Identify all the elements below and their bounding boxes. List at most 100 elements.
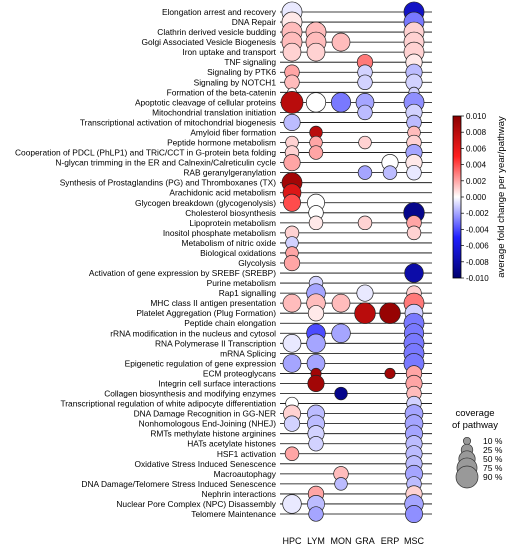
bubble-lym bbox=[305, 92, 327, 113]
row-label: Telomere Maintenance bbox=[191, 509, 276, 519]
row-label: Activation of gene expression by SREBF (… bbox=[89, 268, 276, 278]
colorbar-tick-label: 0.008 bbox=[466, 128, 487, 137]
column-label-lym: LYM bbox=[307, 536, 325, 546]
column-label-msc: MSC bbox=[404, 536, 425, 546]
column-label-erp: ERP bbox=[381, 536, 400, 546]
bubble-hpc bbox=[284, 74, 300, 90]
row-label: Peptide chain elongation bbox=[184, 318, 276, 328]
size-legend-label: 90 % bbox=[483, 472, 503, 482]
size-legend-title-line-2: of pathway bbox=[452, 420, 498, 431]
row-label: DNA Repair bbox=[232, 17, 276, 27]
row-label: RAB geranylgeranylation bbox=[183, 168, 276, 178]
row-label: Integrin cell surface interactions bbox=[158, 378, 276, 388]
colorbar-tick-label: -0.010 bbox=[466, 274, 489, 283]
row-label: MHC class II antigen presentation bbox=[150, 298, 276, 308]
bubble-msc bbox=[404, 263, 424, 283]
bubble-hpc bbox=[282, 293, 302, 313]
bubble-lym bbox=[308, 215, 324, 231]
row-label: Amyloid fiber formation bbox=[190, 127, 276, 137]
row-label: Biological oxidations bbox=[200, 248, 276, 258]
row-label: Purine metabolism bbox=[207, 278, 276, 288]
row-label: Clathrin derived vesicle budding bbox=[157, 27, 276, 37]
row-label: Cholesterol biosynthesis bbox=[185, 208, 276, 218]
bubble-hpc bbox=[282, 333, 302, 353]
bubble-gra bbox=[357, 74, 373, 90]
row-label: Iron uptake and transport bbox=[182, 47, 276, 57]
row-label: TNF signaling bbox=[224, 57, 276, 67]
bubble-gra bbox=[356, 284, 374, 302]
row-label: DNA Damage/Telomere Stress Induced Senes… bbox=[81, 479, 276, 489]
row-label: Nonhomologous End-Joining (NHEJ) bbox=[139, 419, 277, 429]
row-label: Arachidonic acid metabolism bbox=[169, 188, 276, 198]
bubble-lym bbox=[308, 506, 324, 522]
row-label: ECM proteoglycans bbox=[203, 368, 276, 378]
bubble-erp bbox=[384, 367, 396, 379]
bubble-mon bbox=[331, 323, 351, 343]
row-label: Synthesis of Prostaglandins (PG) and Thr… bbox=[60, 178, 277, 188]
bubble-gra bbox=[357, 165, 373, 180]
row-label: Cooperation of PDCL (PhLP1) and TRiC/CCT… bbox=[15, 148, 276, 158]
size-legend-circle bbox=[455, 465, 479, 489]
row-label: Inositol phosphate metabolism bbox=[163, 228, 276, 238]
colorbar-tick-label: -0.004 bbox=[466, 225, 489, 234]
bubble-lym bbox=[306, 333, 326, 354]
colorbar-gradient bbox=[452, 115, 462, 279]
column-label-hpc: HPC bbox=[282, 536, 302, 546]
bubble-mon bbox=[330, 92, 352, 113]
row-label: Mitochondrial translation initiation bbox=[152, 107, 276, 117]
bubble-hpc bbox=[283, 113, 301, 131]
colorbar-tick-label: 0.004 bbox=[466, 161, 487, 170]
row-label: Oxidative Stress Induced Senescence bbox=[134, 459, 276, 469]
bubble-lym bbox=[308, 145, 324, 160]
size-legend-title-line-1: coverage bbox=[455, 408, 494, 419]
row-label: Collagen biosynthesis and modifying enzy… bbox=[104, 389, 276, 399]
bubble-hpc bbox=[283, 254, 301, 272]
row-label: Formation of the beta-catenin bbox=[167, 87, 277, 97]
bubble-mon bbox=[331, 293, 351, 313]
bubble-hpc bbox=[283, 193, 301, 212]
row-label: Elongation arrest and recovery bbox=[162, 7, 277, 17]
bubble-hpc bbox=[282, 354, 302, 373]
colorbar-label: average fold change per year/pathway bbox=[496, 116, 507, 278]
colorbar-tick-label: 0.006 bbox=[466, 144, 487, 153]
row-label: Metabolism of nitric oxide bbox=[182, 238, 277, 248]
row-label: Platelet Aggregation (Plug Formation) bbox=[136, 308, 276, 318]
row-label: Rap1 signalling bbox=[219, 288, 277, 298]
bubble-erp bbox=[379, 302, 401, 324]
bubble-hpc bbox=[282, 494, 302, 514]
colorbar-tick-label: -0.008 bbox=[466, 258, 489, 267]
row-label: rRNA modification in the nucleus and cyt… bbox=[110, 328, 276, 338]
colorbar-tick-label: -0.006 bbox=[466, 242, 489, 251]
row-label: Transcriptional activation of mitochondr… bbox=[80, 117, 276, 127]
row-label: Signaling by NOTCH1 bbox=[194, 77, 277, 87]
colorbar-tick-label: -0.002 bbox=[466, 209, 489, 218]
row-label: N-glycan trimming in the ER and Calnexin… bbox=[55, 158, 276, 168]
row-label: Macroautophagy bbox=[214, 469, 277, 479]
size-legend-label: 25 % bbox=[483, 445, 503, 455]
size-legend-label: 75 % bbox=[483, 463, 503, 473]
bubble-lym bbox=[307, 305, 325, 322]
colorbar-tick-label: 0.000 bbox=[466, 193, 487, 202]
bubble-hpc bbox=[283, 154, 301, 172]
row-label: RNA Polymerase II Transcription bbox=[155, 338, 276, 348]
bubble-msc bbox=[406, 225, 422, 241]
colorbar-tick-label: 0.002 bbox=[466, 177, 487, 186]
row-label: DNA Damage Recognition in GG-NER bbox=[134, 409, 276, 419]
bubble-gra bbox=[354, 302, 376, 324]
row-label: Epigenetic regulation of gene expression bbox=[125, 358, 277, 368]
bubble-gra bbox=[357, 104, 373, 121]
bubble-msc bbox=[405, 505, 423, 523]
bubble-lym bbox=[308, 436, 324, 452]
bubble-erp bbox=[382, 165, 398, 180]
column-labels: HPC LYM MON GRA ERP MSC bbox=[282, 536, 424, 546]
bubble-mon bbox=[334, 477, 348, 491]
row-label: RMTs methylate histone arginines bbox=[150, 429, 276, 439]
row-label: HSF1 activation bbox=[217, 449, 276, 459]
bubble-lym bbox=[306, 42, 326, 62]
row-label: Nuclear Pore Complex (NPC) Disassembly bbox=[116, 499, 276, 509]
bubble-hpc bbox=[283, 415, 301, 432]
size-legend-label: 50 % bbox=[483, 454, 503, 464]
size-legend-label: 10 % bbox=[483, 436, 503, 446]
size-legend-circle bbox=[462, 436, 472, 446]
